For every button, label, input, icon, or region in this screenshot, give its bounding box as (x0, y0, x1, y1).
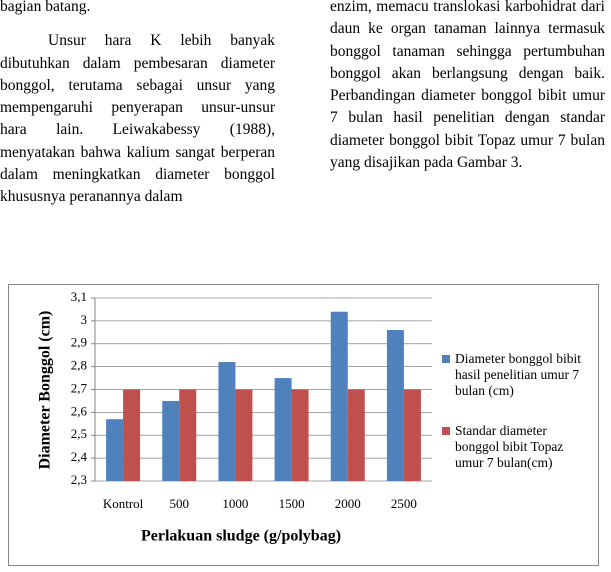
bar (235, 389, 253, 481)
bar (123, 389, 141, 481)
x-tick-label: 2000 (335, 496, 361, 511)
y-tick-label: 2,4 (71, 449, 88, 464)
bar (179, 389, 197, 481)
y-tick-label: 2,3 (71, 472, 87, 487)
x-tick-label: 2500 (391, 496, 417, 511)
y-axis-title: Diameter Bonggol (cm) (37, 311, 54, 470)
y-tick-label: 2,9 (71, 335, 87, 350)
y-tick-label: 2,6 (71, 403, 88, 418)
y-tick-label: 2,5 (71, 426, 87, 441)
y-tick-label: 3,1 (71, 289, 87, 304)
paragraph: enzim, memacu translokasi karbohidrat da… (330, 0, 605, 172)
x-axis-title: Perlakuan sludge (g/polybag) (141, 528, 341, 545)
bar (386, 330, 404, 481)
legend-label: Standar diameter bonggol bibit Topaz umu… (455, 423, 564, 470)
chart-border (8, 284, 599, 566)
legend-swatch (442, 427, 450, 435)
bar (218, 362, 236, 481)
x-tick-label: 1000 (222, 496, 248, 511)
right-column: enzim, memacu translokasi karbohidrat da… (330, 0, 605, 174)
y-tick-label: 3 (81, 312, 88, 327)
bar (291, 389, 309, 481)
bar (274, 378, 292, 481)
bar (347, 389, 365, 481)
paragraph: bagian batang. (0, 0, 91, 15)
x-tick-label: 1500 (279, 496, 305, 511)
y-tick-label: 2,8 (71, 358, 87, 373)
bar (106, 419, 124, 481)
y-tick-label: 2,7 (71, 380, 88, 395)
legend-swatch (442, 355, 450, 363)
x-tick-label: 500 (170, 496, 190, 511)
bar (162, 400, 180, 481)
paragraph: Unsur hara K lebih banyak dibutuhkan dal… (0, 32, 275, 206)
bar (403, 389, 421, 481)
x-tick-label: Kontrol (103, 496, 144, 511)
legend-label: Diameter bonggol bibit hasil penelitian … (455, 351, 581, 398)
bar (330, 311, 348, 481)
left-column: bagian batang. Unsur hara K lebih banyak… (0, 0, 275, 209)
